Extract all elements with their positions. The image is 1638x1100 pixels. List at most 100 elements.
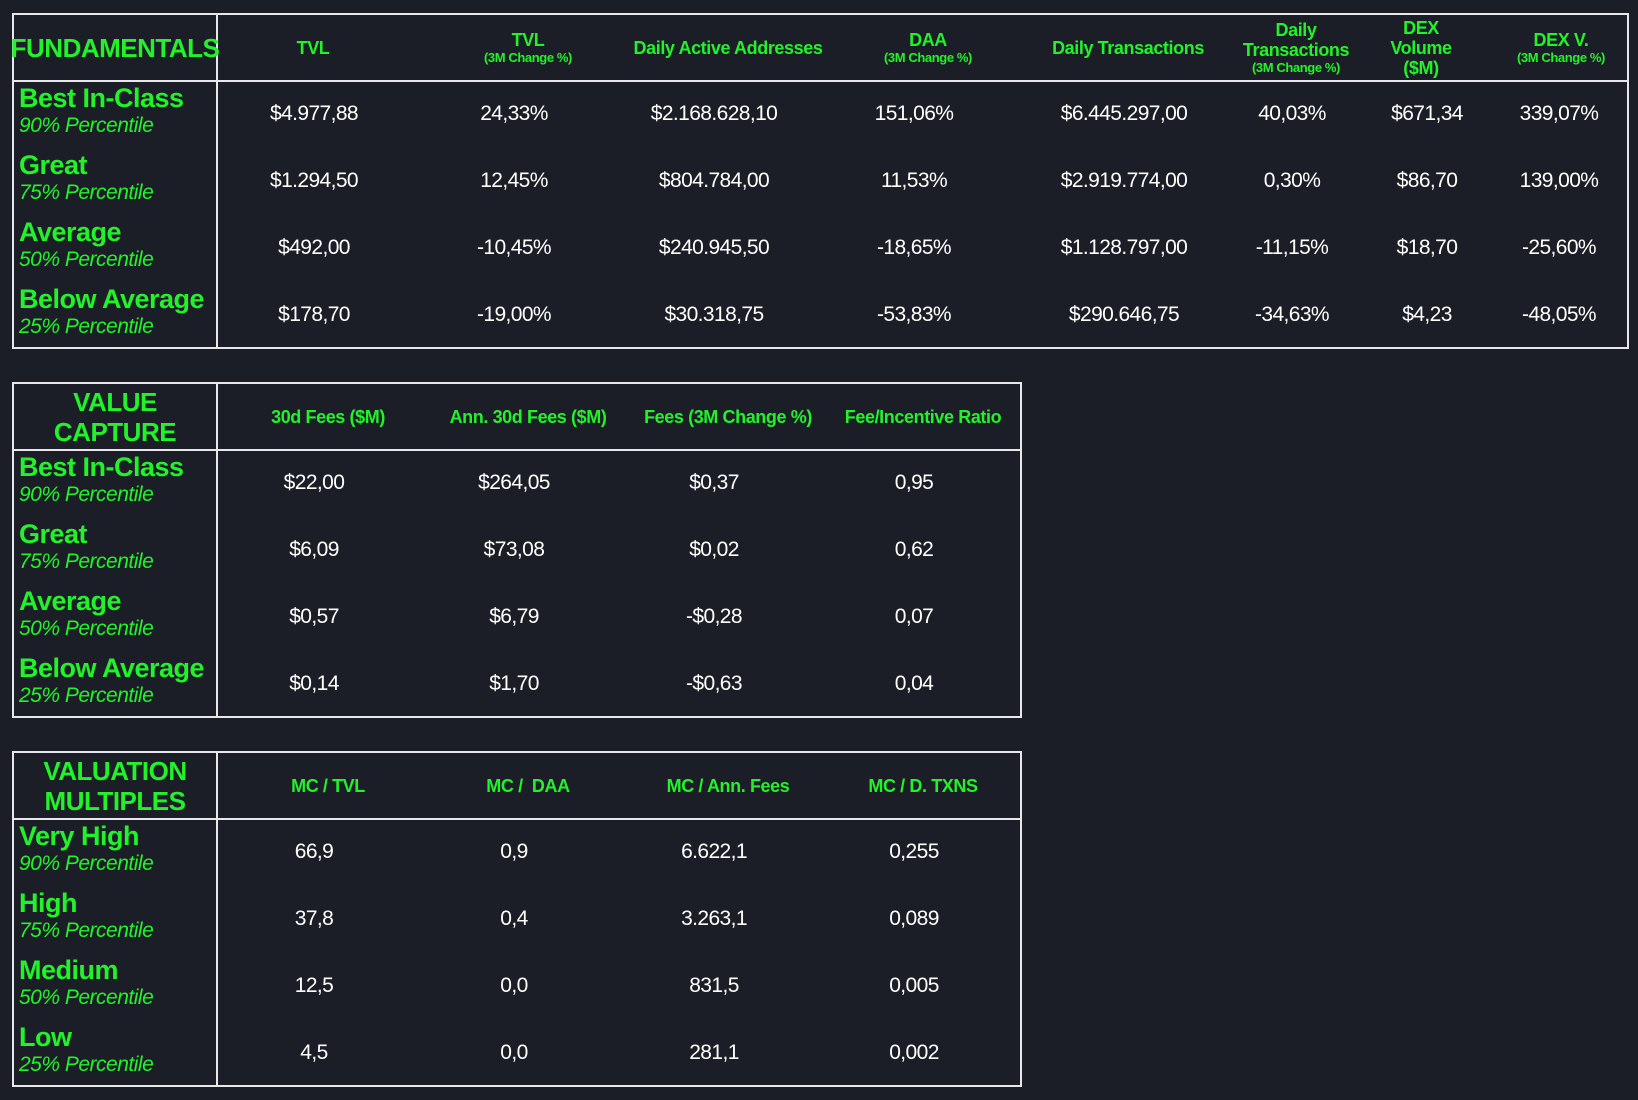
col-header-30d-fees: 30d Fees ($M) [271, 406, 385, 427]
value-capture-table: VALUE CAPTURE 30d Fees ($M) Ann. 30d Fee… [12, 382, 1022, 718]
table-cell: $6,79 [489, 605, 539, 628]
valuation-multiples-header-row [14, 753, 1020, 820]
table-cell: $86,70 [1396, 169, 1458, 192]
table-cell: $18,70 [1396, 236, 1458, 259]
row-label: High 75% Percentile [19, 888, 154, 942]
col-header-fee-incentive-ratio: Fee/Incentive Ratio [844, 406, 1002, 427]
col-header-mc-ann-fees: MC / Ann. Fees [666, 775, 790, 796]
table-cell: $178,70 [278, 303, 350, 326]
table-cell: -11,15% [1255, 236, 1329, 259]
valuation-multiples-divider [216, 753, 218, 1085]
table-cell: 6.622,1 [681, 840, 747, 863]
row-label: Low 25% Percentile [19, 1022, 154, 1076]
table-cell: -10,45% [476, 236, 552, 259]
table-cell: 0,089 [889, 907, 939, 930]
table-cell: 0,0 [500, 1041, 528, 1064]
table-cell: $671,34 [1391, 102, 1463, 125]
col-header-dex-volume: DEX Volume ($M) [1390, 17, 1452, 78]
col-header-daily-transactions-3m-change: Daily Transactions (3M Change %) [1242, 20, 1350, 75]
table-cell: $30.318,75 [664, 303, 764, 326]
col-header-mc-daa: MC / DAA [486, 775, 570, 796]
table-cell: -18,65% [876, 236, 952, 259]
table-cell: 831,5 [689, 974, 739, 997]
table-cell: 339,07% [1519, 102, 1599, 125]
table-cell: -48,05% [1521, 303, 1597, 326]
table-cell: 0,04 [894, 672, 934, 695]
table-cell: 0,002 [889, 1041, 939, 1064]
table-cell: 0,9 [500, 840, 528, 863]
row-label: Average 50% Percentile [19, 586, 154, 640]
fundamentals-table: FUNDAMENTALS TVL TVL (3M Change %) Daily … [11, 13, 1629, 349]
row-label: Best In-Class 90% Percentile [19, 83, 184, 137]
table-cell: 0,4 [500, 907, 528, 930]
table-cell: 24,33% [480, 102, 548, 125]
table-cell: -$0,28 [686, 605, 743, 628]
table-cell: $290.646,75 [1068, 303, 1180, 326]
table-cell: 3.263,1 [681, 907, 747, 930]
table-cell: $0,57 [289, 605, 339, 628]
table-cell: 37,8 [294, 907, 334, 930]
row-label: Very High 90% Percentile [19, 821, 154, 875]
col-header-daily-active-addresses: Daily Active Addresses [633, 37, 823, 58]
table-cell: 0,0 [500, 974, 528, 997]
col-header-dex-v-3m-change: DEX V. (3M Change %) [1517, 30, 1605, 65]
table-cell: 11,53% [880, 169, 948, 192]
row-label: Great 75% Percentile [19, 150, 154, 204]
table-cell: 12,5 [294, 974, 334, 997]
table-cell: $6.445.297,00 [1060, 102, 1188, 125]
fundamentals-divider [216, 15, 218, 347]
table-cell: $4,23 [1402, 303, 1452, 326]
table-cell: 66,9 [294, 840, 334, 863]
row-label: Average 50% Percentile [19, 217, 154, 271]
table-cell: $0,02 [689, 538, 739, 561]
table-cell: -34,63% [1254, 303, 1330, 326]
table-cell: 0,62 [894, 538, 934, 561]
col-header-fees-3m-change: Fees (3M Change %) [644, 406, 812, 427]
col-header-daily-transactions: Daily Transactions [1052, 37, 1204, 58]
col-header-mc-d-txns: MC / D. TXNS [868, 775, 978, 796]
table-cell: -25,60% [1521, 236, 1597, 259]
table-cell: 0,95 [894, 471, 934, 494]
table-cell: $240.945,50 [658, 236, 770, 259]
table-cell: $4.977,88 [269, 102, 359, 125]
table-cell: $2.919.774,00 [1060, 169, 1188, 192]
table-cell: $1.294,50 [269, 169, 359, 192]
table-cell: $264,05 [478, 471, 550, 494]
table-cell: 4,5 [300, 1041, 328, 1064]
valuation-multiples-title: VALUATION MULTIPLES [43, 755, 187, 816]
table-cell: $73,08 [483, 538, 545, 561]
table-cell: -$0,63 [686, 672, 743, 695]
table-cell: 151,06% [874, 102, 954, 125]
col-header-ann-30d-fees: Ann. 30d Fees ($M) [449, 406, 607, 427]
table-cell: $0,14 [289, 672, 339, 695]
col-header-mc-tvl: MC / TVL [291, 775, 365, 796]
value-capture-header-row [14, 384, 1020, 451]
col-header-tvl: TVL [296, 37, 330, 58]
table-cell: 0,07 [894, 605, 934, 628]
table-cell: $492,00 [278, 236, 350, 259]
table-cell: 0,255 [889, 840, 939, 863]
row-label: Great 75% Percentile [19, 519, 154, 573]
table-cell: -19,00% [476, 303, 552, 326]
table-cell: $6,09 [289, 538, 339, 561]
fundamentals-header-row [14, 15, 1627, 82]
row-label: Below Average 25% Percentile [19, 653, 205, 707]
table-cell: $2.168.628,10 [650, 102, 778, 125]
table-cell: $1,70 [489, 672, 539, 695]
table-cell: -53,83% [876, 303, 952, 326]
valuation-multiples-table: VALUATION MULTIPLES MC / TVL MC / DAA MC… [12, 751, 1022, 1087]
col-header-daa-3m-change: DAA (3M Change %) [884, 30, 972, 65]
table-cell: 281,1 [689, 1041, 739, 1064]
col-header-tvl-3m-change: TVL (3M Change %) [484, 30, 572, 65]
row-label: Best In-Class 90% Percentile [19, 452, 184, 506]
value-capture-title: VALUE CAPTURE [53, 386, 177, 447]
table-cell: 12,45% [480, 169, 548, 192]
table-cell: $1.128.797,00 [1060, 236, 1188, 259]
row-label: Below Average 25% Percentile [19, 284, 205, 338]
table-cell: 0,005 [889, 974, 939, 997]
table-cell: 139,00% [1519, 169, 1599, 192]
table-cell: $0,37 [689, 471, 739, 494]
value-capture-divider [216, 384, 218, 716]
table-cell: $804.784,00 [658, 169, 770, 192]
